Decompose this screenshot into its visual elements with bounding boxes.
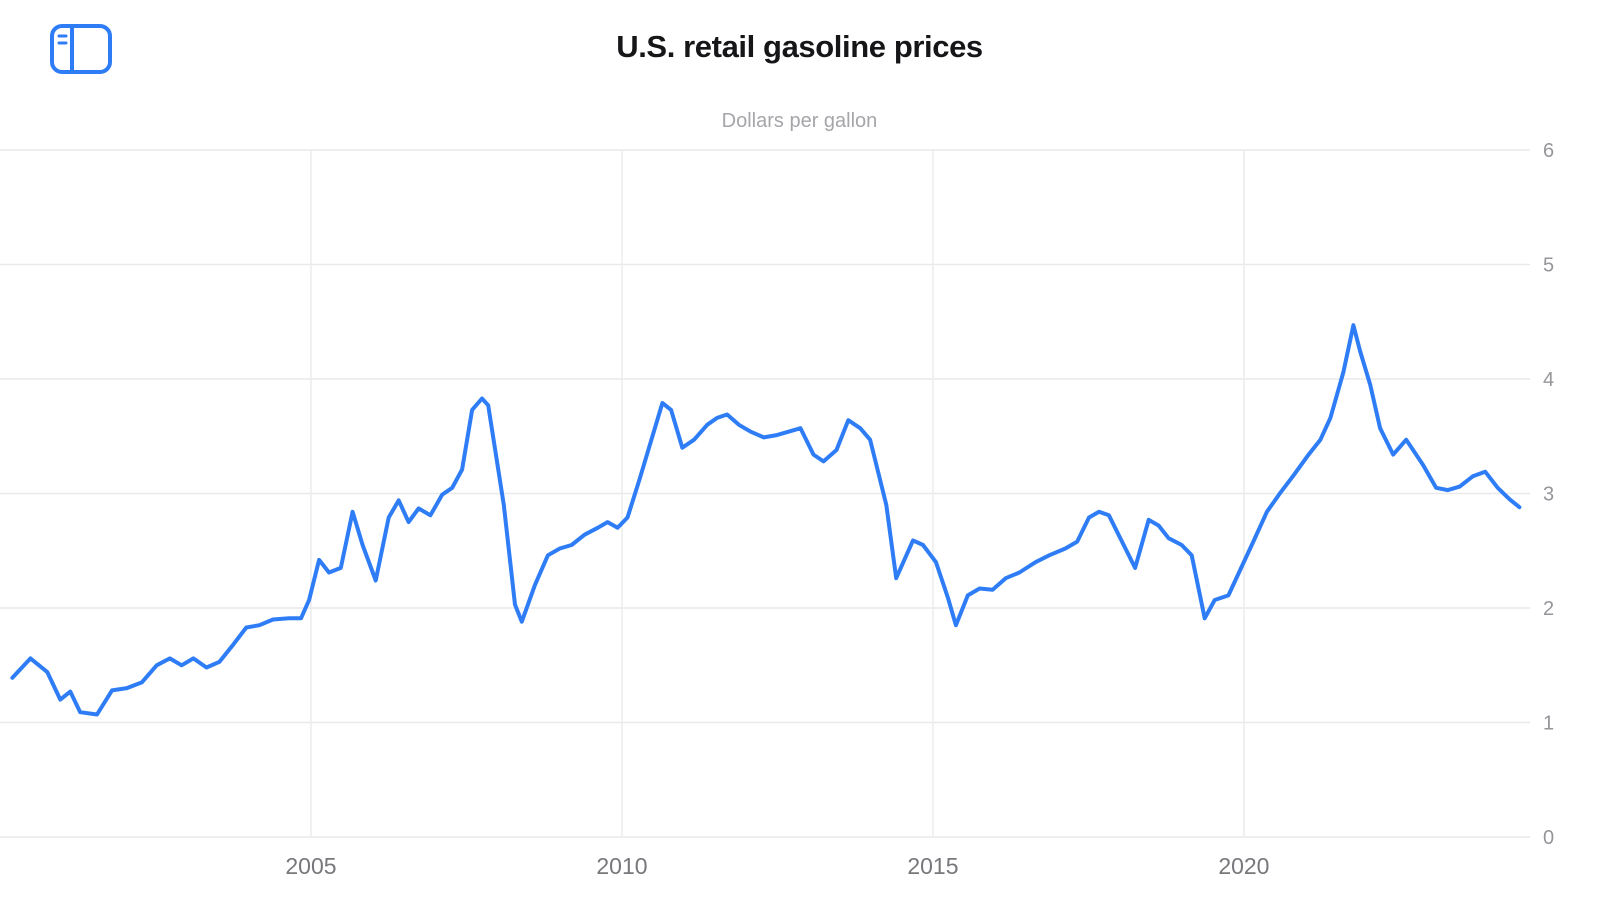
x-tick-label: 2010 [596, 853, 647, 879]
price-line [10, 323, 1522, 717]
y-tick-label: 0 [1543, 827, 1554, 849]
y-tick-label: 3 [1543, 484, 1554, 506]
y-axis-tick-labels: 0 1 2 3 4 5 6 [1543, 140, 1554, 849]
y-tick-label: 5 [1543, 255, 1554, 277]
y-tick-label: 1 [1543, 713, 1554, 735]
y-tick-label: 4 [1543, 369, 1554, 391]
y-tick-label: 6 [1543, 140, 1554, 162]
price-line-series [10, 323, 1522, 717]
horizontal-gridlines [0, 149, 1530, 838]
x-tick-label: 2005 [285, 853, 336, 879]
y-tick-label: 2 [1543, 598, 1554, 620]
vertical-gridlines [310, 150, 1245, 837]
sidebar-toggle-button[interactable] [48, 22, 114, 76]
page-title: U.S. retail gasoline prices [616, 29, 983, 64]
x-tick-label: 2020 [1218, 853, 1269, 879]
sidebar-icon [50, 24, 112, 74]
chart-units-subtitle: Dollars per gallon [721, 110, 878, 132]
x-tick-label: 2015 [907, 853, 958, 879]
x-axis-tick-labels: 2005 2010 2015 2020 [285, 853, 1269, 879]
